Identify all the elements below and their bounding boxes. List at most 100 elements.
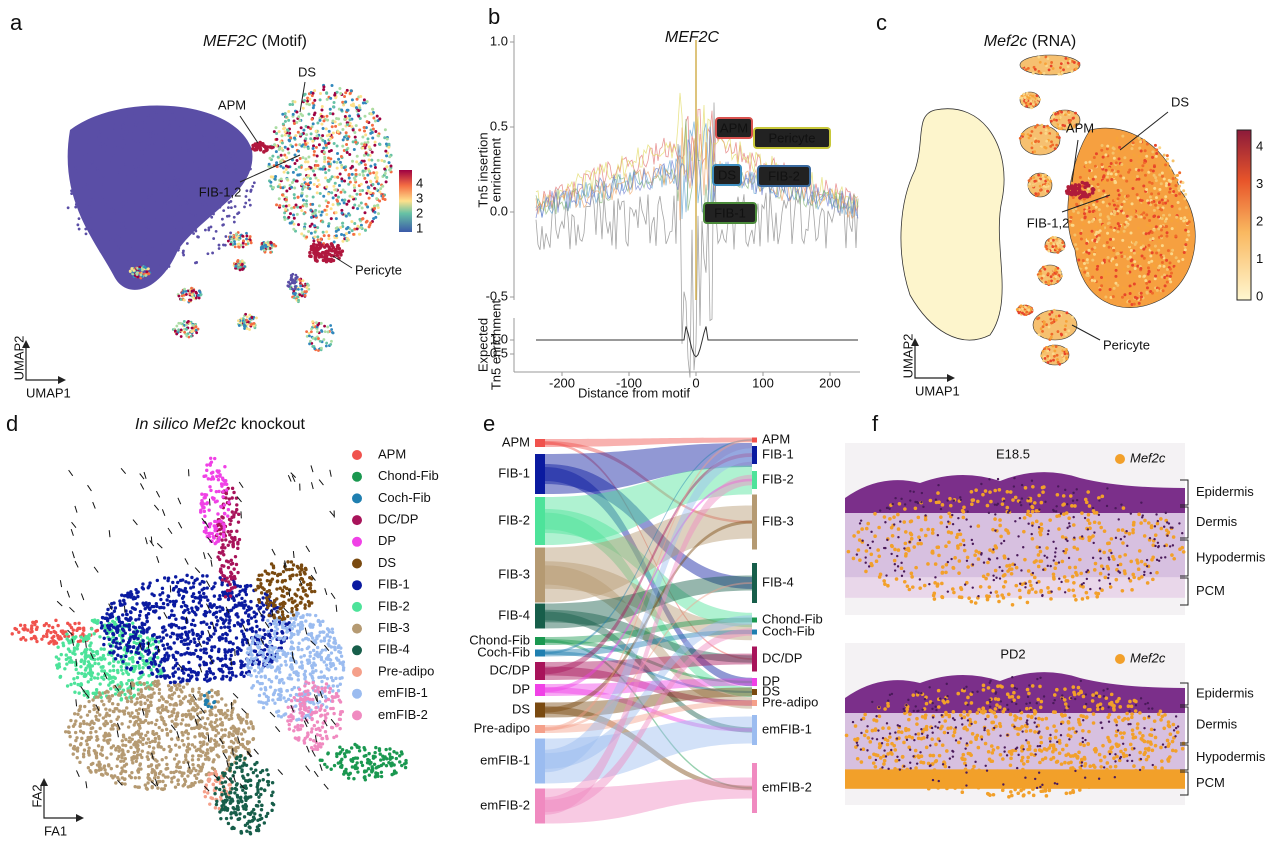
dot [1188,213,1191,216]
dot [1158,146,1161,149]
dot [1080,237,1083,240]
dot [126,260,129,263]
dot [1165,259,1168,262]
dot [139,252,142,255]
dot [327,225,330,228]
dot [271,155,274,158]
dot [366,100,369,103]
dot [76,170,79,173]
dot [315,135,318,138]
dot [138,763,141,766]
dot [1166,268,1169,271]
dot [158,688,161,691]
dot [1133,177,1136,180]
dot [121,743,124,746]
dot [75,736,78,739]
dot [1161,244,1164,247]
dot [1038,58,1041,61]
dot [184,164,187,167]
dot [1185,206,1188,209]
axis-label: UMAP2 [900,334,915,379]
dot [155,719,158,722]
dot [137,712,140,715]
dot [118,169,121,172]
dot [1045,140,1048,143]
dot [101,196,104,199]
dot [99,130,102,133]
dot [1106,176,1109,179]
dot [146,123,149,126]
dot [144,734,147,737]
dot [315,146,318,149]
dot [229,714,232,717]
dot [199,769,202,772]
dot [189,716,192,719]
dot [1055,72,1058,75]
dot [230,711,233,714]
dot [340,209,343,212]
umap-cluster [901,109,1004,340]
dot [132,206,135,209]
dot [199,749,202,752]
dot [87,736,90,739]
dot [1149,238,1152,241]
dot [76,749,79,752]
title-part: MEF2C [665,29,720,46]
dot [174,176,177,179]
dot [135,760,138,763]
dot [184,201,187,204]
dot [1146,178,1149,181]
dot [79,715,82,718]
dot [1140,295,1143,298]
dot [310,232,313,235]
dot [1085,206,1088,209]
dot [1106,204,1109,207]
dot [176,714,179,717]
dot [385,165,388,168]
dot [110,220,113,223]
dot [1030,106,1033,109]
label: Pericyte [1103,337,1150,352]
dot [267,243,270,246]
dot [311,203,314,206]
dot [1144,149,1147,152]
dot [1087,249,1090,252]
dot [180,605,183,608]
dot [1064,328,1067,331]
dot [371,108,374,111]
dot [114,747,117,750]
dot [146,787,149,790]
dot [215,150,218,153]
dot [294,281,297,284]
dot [137,165,140,168]
dot [1161,171,1164,174]
dot [1047,57,1050,60]
dot [121,124,124,127]
dot [220,721,223,724]
dot [187,320,190,323]
dot [163,129,166,132]
dot [106,772,109,775]
dot [296,276,299,279]
dot [1108,167,1111,170]
dot [277,185,280,188]
dot [1133,303,1136,306]
dot [203,155,206,158]
dot [24,638,27,641]
dot [169,748,172,751]
dot [233,142,236,145]
dot [184,723,187,726]
dot [337,247,341,251]
dot [274,245,277,248]
dot [330,207,333,210]
dot [161,708,164,711]
dot [108,651,111,654]
dot [1183,197,1186,200]
dot [1057,330,1060,333]
dot [171,111,174,114]
dot [1145,188,1148,191]
dot [364,229,367,232]
dot [1117,230,1120,233]
dot [154,771,157,774]
dot [214,734,217,737]
